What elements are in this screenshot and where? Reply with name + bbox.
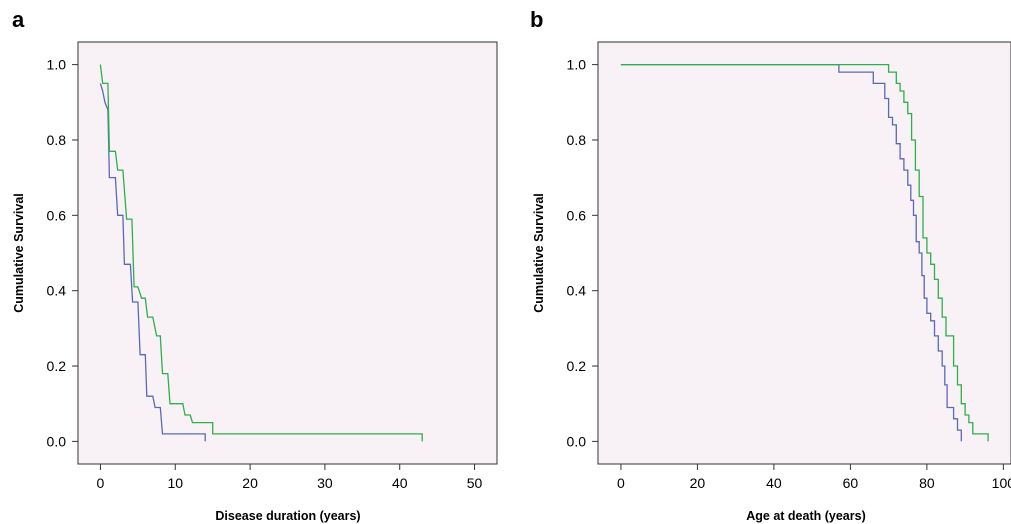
panel-a-survival-curve-2 <box>99 64 423 442</box>
panel-a-x-tick-label: 50 <box>467 475 483 491</box>
panel-b-survival-curve-1 <box>620 63 962 442</box>
panel-b-x-axis-title: Age at death (years) <box>746 509 865 523</box>
panel-a-x-tick-label: 30 <box>317 475 333 491</box>
panel-a-y-tick-label: 0.4 <box>47 283 67 299</box>
panel-a-x-tick-label: 0 <box>97 475 105 491</box>
panel-a-y-tick-label: 0.8 <box>47 132 67 148</box>
panel-a-content: 0 10 20 30 40 50 0.0 0.2 0.4 0.6 0.8 1.0 <box>47 57 483 491</box>
panel-a-y-tick-label: 1.0 <box>47 57 67 73</box>
panel-b-x-tick-label: 80 <box>919 475 935 491</box>
panel-b-y-tick-label: 0.4 <box>567 283 587 299</box>
panel-a-x-tick-label: 10 <box>167 475 183 491</box>
panel-b-x-tick-label: 60 <box>843 475 859 491</box>
panel-a-y-tick-label: 0.6 <box>47 207 67 223</box>
panel-a-plot-area <box>77 41 498 465</box>
panel-b-y-axis-title: Cumulative Survival <box>532 193 546 313</box>
panel-a-y-tick-label: 0.2 <box>47 358 67 374</box>
panel-a: a 0 10 20 30 40 50 0.0 0.2 0.4 0.6 0.8 1.0 Disease … <box>12 7 498 523</box>
panel-a-x-tick-label: 40 <box>392 475 408 491</box>
panel-b-survival-curve-2 <box>620 63 989 442</box>
panel-b-x-tick-label: 0 <box>617 475 625 491</box>
panel-b-plot-area <box>597 41 1011 465</box>
panel-b-letter: b <box>530 7 543 32</box>
panel-a-x-axis-title: Disease duration (years) <box>215 509 360 523</box>
panel-b-x-tick-label: 20 <box>690 475 706 491</box>
panel-b-y-tick-label: 0.2 <box>567 358 587 374</box>
panel-b-y-tick-label: 1.0 <box>567 57 587 73</box>
panel-b-x-tick-label: 100 <box>992 475 1011 491</box>
panel-a-y-axis-title: Cumulative Survival <box>12 193 26 313</box>
panel-b-content: 0 20 40 60 80 100 0.0 0.2 0.4 0.6 0.8 1.0 <box>567 57 1011 491</box>
panel-b-y-tick-label: 0.6 <box>567 207 587 223</box>
panel-a-x-tick-label: 20 <box>242 475 258 491</box>
panel-b-y-tick-label: 0.8 <box>567 132 587 148</box>
panel-a-letter: a <box>12 7 25 32</box>
panel-b-x-tick-label: 40 <box>766 475 782 491</box>
panel-a-y-tick-label: 0.0 <box>47 433 67 449</box>
panel-b-y-tick-label: 0.0 <box>567 433 587 449</box>
panel-b: b 0 20 40 60 80 100 0.0 0.2 0.4 0.6 0.8 1.0 Age at … <box>530 7 1011 523</box>
